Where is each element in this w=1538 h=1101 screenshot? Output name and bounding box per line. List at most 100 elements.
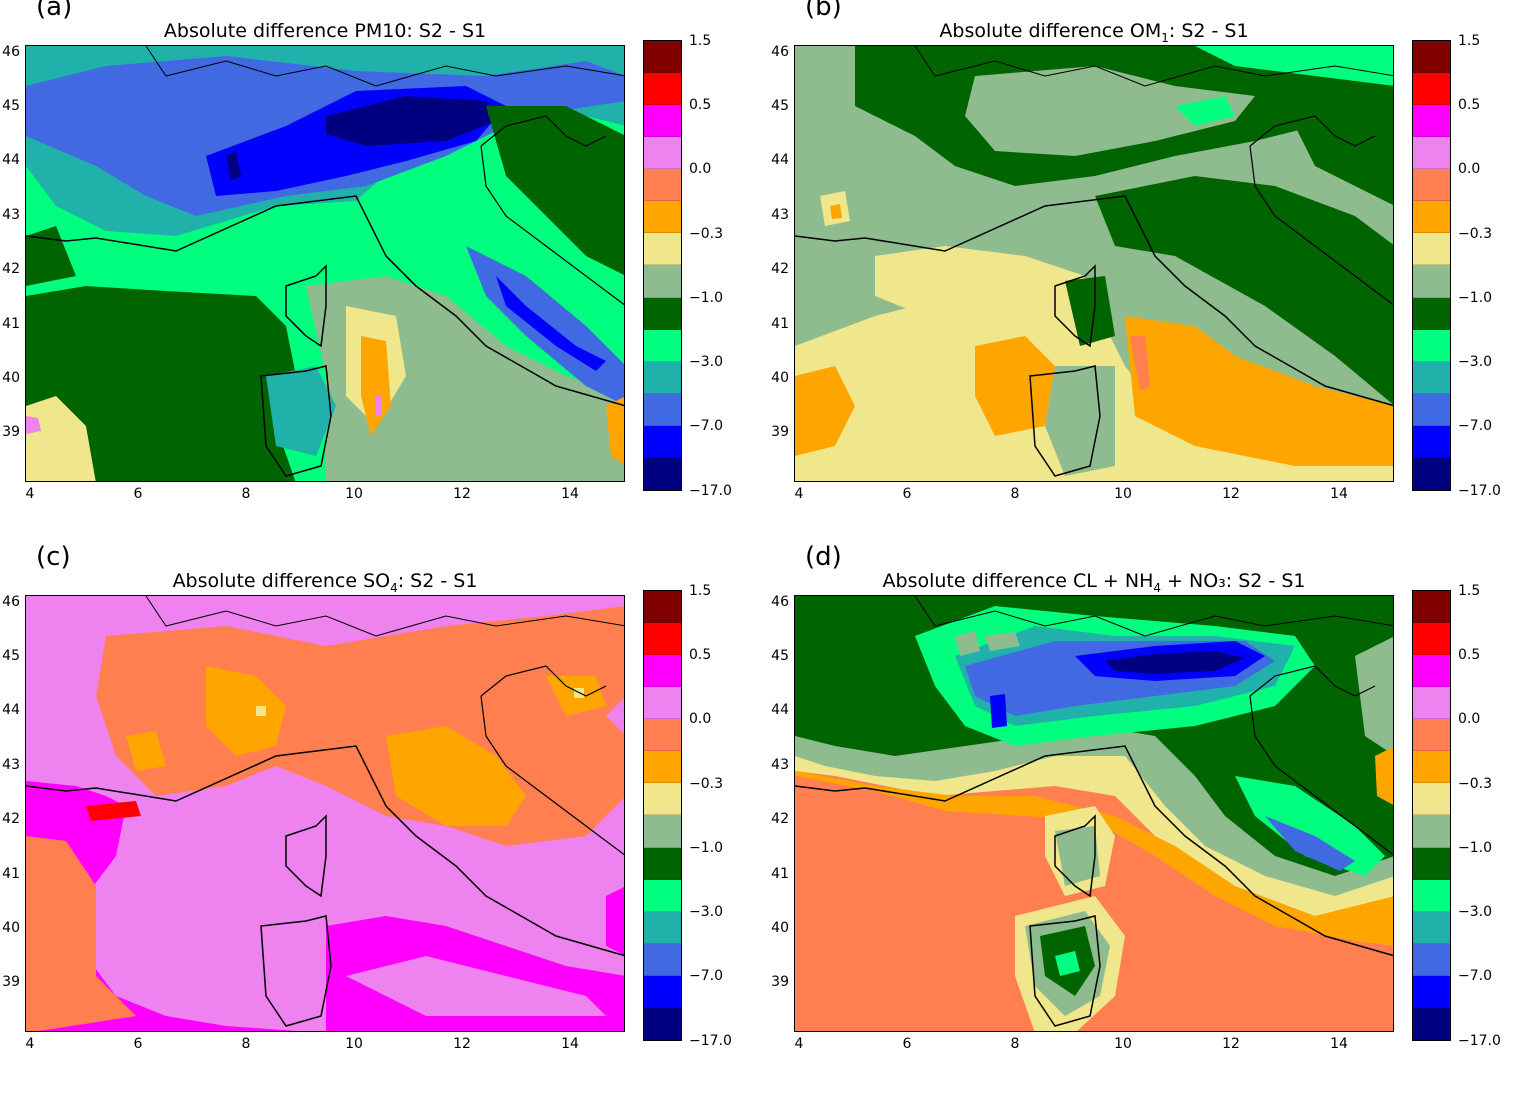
colorbar-segment	[1413, 297, 1450, 330]
contour-map	[794, 45, 1394, 482]
colorbar-segment	[644, 73, 681, 106]
contour-map	[25, 595, 625, 1032]
panel-so4: (c) Absolute difference SO4: S2 - S1	[0, 542, 769, 1100]
colorbar	[643, 40, 682, 491]
y-tick-label: 44	[771, 152, 789, 168]
panel-title: Absolute difference CL + NH4 + NO₃: S2 -…	[882, 570, 1306, 595]
x-tick-label: 12	[453, 486, 471, 502]
x-tick-label: 14	[1330, 486, 1348, 502]
y-tick-label: 41	[771, 316, 789, 332]
colorbar-label: 0.5	[1458, 647, 1481, 663]
x-tick-label: 6	[133, 1036, 143, 1052]
y-tick-label: 43	[2, 207, 20, 223]
colorbar-label: −0.3	[689, 776, 723, 792]
y-tick-label: 39	[771, 974, 789, 990]
x-tick-label: 4	[25, 1036, 35, 1052]
colorbar-segment	[1413, 879, 1450, 912]
colorbar-segment	[644, 201, 681, 234]
colorbar-segment	[1413, 623, 1450, 656]
colorbar-label: −3.0	[689, 904, 723, 920]
colorbar-segment	[644, 169, 681, 202]
colorbar-segment	[644, 687, 681, 720]
y-tick-label: 44	[2, 152, 20, 168]
y-tick-label: 44	[771, 702, 789, 718]
x-tick-label: 4	[794, 1036, 804, 1052]
colorbar-label: 0.5	[689, 647, 712, 663]
colorbar-segment	[1413, 73, 1450, 106]
x-tick-label: 12	[1222, 486, 1240, 502]
colorbar-segment	[644, 815, 681, 848]
panel-cl-nh4-no3: (d) Absolute difference CL + NH4 + NO₃: …	[769, 542, 1538, 1100]
y-tick-label: 42	[771, 261, 789, 277]
y-tick-label: 39	[2, 974, 20, 990]
x-tick-label: 14	[561, 1036, 579, 1052]
colorbar-segment	[1413, 329, 1450, 362]
x-tick-label: 4	[25, 486, 35, 502]
colorbar-segment	[1413, 457, 1450, 490]
x-tick-label: 10	[1114, 1036, 1132, 1052]
y-tick-label: 41	[2, 866, 20, 882]
y-tick-label: 46	[771, 44, 789, 60]
y-tick-label: 43	[771, 757, 789, 773]
colorbar-label: −1.0	[689, 840, 723, 856]
colorbar-segment	[1413, 1007, 1450, 1040]
panel-om1: (b) Absolute difference OM1: S2 - S1	[769, 0, 1538, 550]
contour-map	[794, 595, 1394, 1032]
colorbar-segment	[644, 719, 681, 752]
panel-letter: (c)	[36, 542, 71, 572]
y-tick-label: 43	[2, 757, 20, 773]
colorbar-segment	[1413, 169, 1450, 202]
x-tick-label: 12	[453, 1036, 471, 1052]
colorbar-segment	[644, 1007, 681, 1040]
y-tick-label: 46	[2, 44, 20, 60]
colorbar-label: 0.5	[1458, 97, 1481, 113]
colorbar-label: −17.0	[1458, 1033, 1501, 1049]
x-tick-label: 6	[902, 486, 912, 502]
colorbar-segment	[1413, 233, 1450, 266]
x-tick-label: 6	[902, 1036, 912, 1052]
colorbar-segment	[1413, 137, 1450, 170]
colorbar-label: −7.0	[689, 968, 723, 984]
x-tick-label: 10	[1114, 486, 1132, 502]
colorbar-label: 0.0	[1458, 711, 1481, 727]
y-tick-label: 43	[771, 207, 789, 223]
y-tick-label: 41	[2, 316, 20, 332]
panel-letter: (b)	[805, 0, 842, 22]
y-tick-label: 40	[771, 920, 789, 936]
colorbar-label: 1.5	[1458, 583, 1481, 599]
y-tick-label: 45	[2, 98, 20, 114]
colorbar-label: −17.0	[1458, 483, 1501, 499]
x-tick-label: 6	[133, 486, 143, 502]
x-tick-label: 10	[345, 1036, 363, 1052]
colorbar-segment	[644, 393, 681, 426]
panel-pm10: (a) Absolute difference PM10: S2 - S1	[0, 0, 769, 550]
panel-title: Absolute difference SO4: S2 - S1	[172, 570, 478, 595]
colorbar-segment	[1413, 975, 1450, 1008]
colorbar-segment	[644, 975, 681, 1008]
y-tick-label: 41	[771, 866, 789, 882]
colorbar-segment	[1413, 687, 1450, 720]
colorbar-label: 1.5	[689, 33, 712, 49]
colorbar-segment	[644, 265, 681, 298]
colorbar-segment	[644, 457, 681, 490]
y-tick-label: 40	[2, 920, 20, 936]
colorbar-label: 0.5	[689, 97, 712, 113]
colorbar-segment	[1413, 361, 1450, 394]
y-tick-label: 42	[771, 811, 789, 827]
y-tick-label: 42	[2, 811, 20, 827]
colorbar-label: −3.0	[1458, 354, 1492, 370]
colorbar-segment	[644, 361, 681, 394]
colorbar-label: −0.3	[1458, 776, 1492, 792]
colorbar-label: −0.3	[1458, 226, 1492, 242]
colorbar-segment	[644, 329, 681, 362]
colorbar-segment	[644, 943, 681, 976]
colorbar-segment	[1413, 719, 1450, 752]
colorbar-label: 1.5	[1458, 33, 1481, 49]
colorbar-segment	[1413, 943, 1450, 976]
panel-letter: (d)	[805, 542, 842, 572]
colorbar-segment	[1413, 265, 1450, 298]
colorbar-segment	[1413, 783, 1450, 816]
x-tick-label: 8	[1010, 486, 1020, 502]
colorbar-label: −1.0	[1458, 840, 1492, 856]
y-tick-label: 42	[2, 261, 20, 277]
